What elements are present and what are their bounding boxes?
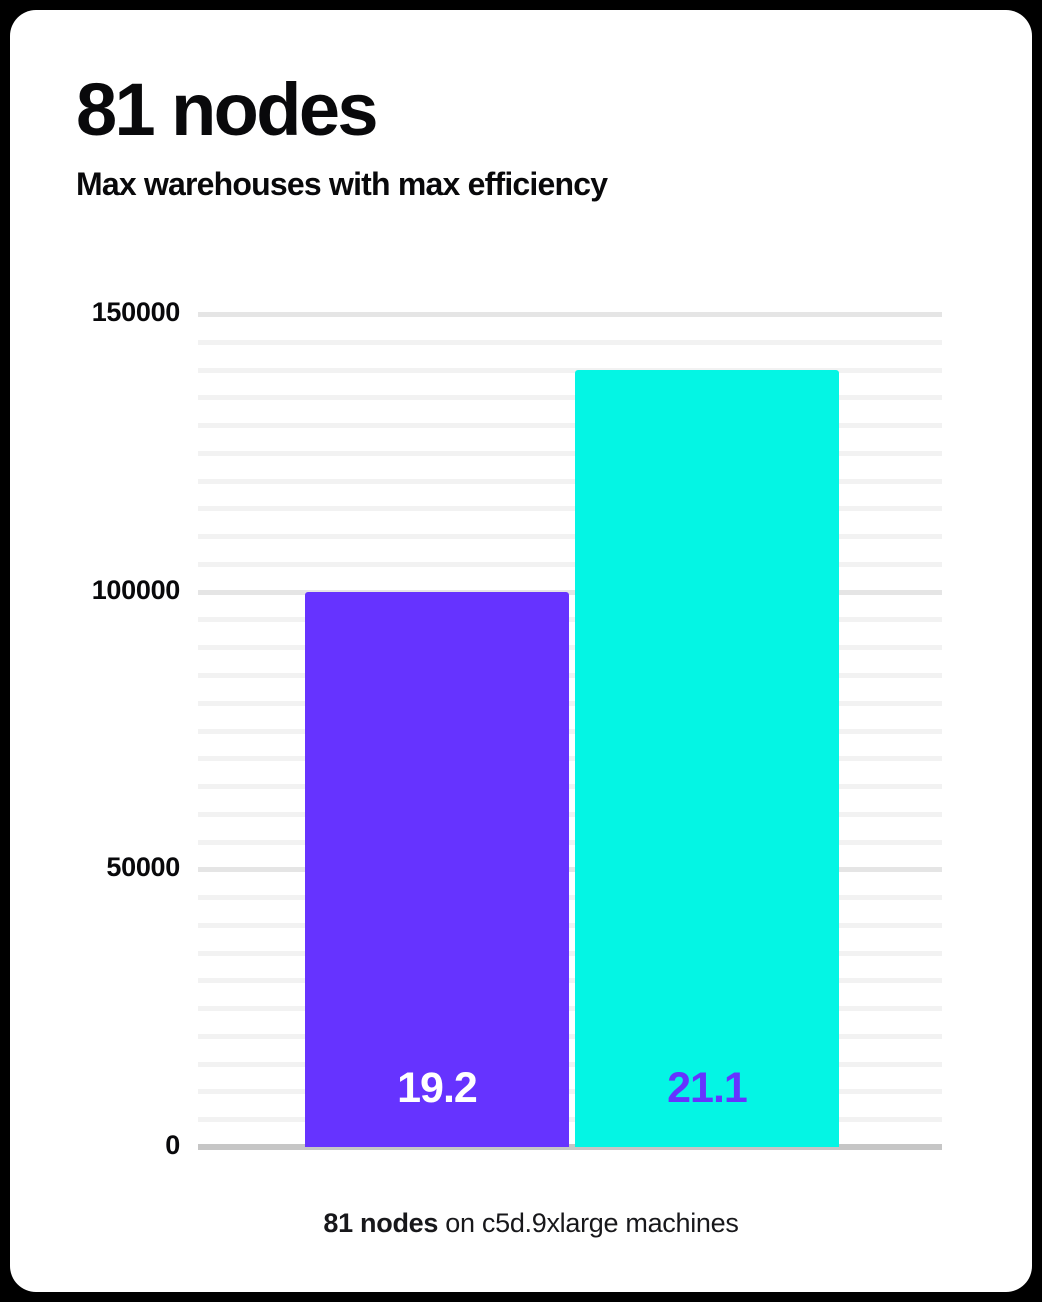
gridline — [198, 756, 942, 762]
gridline — [198, 1006, 942, 1012]
y-axis-tick-label: 50000 — [106, 852, 180, 883]
gridline — [198, 1089, 942, 1095]
page-title: 81 nodes — [76, 68, 379, 151]
caption-rest-text: on c5d.9xlarge machines — [438, 1208, 739, 1238]
chart-caption: 81 nodes on c5d.9xlarge machines — [10, 1208, 1042, 1239]
gridline — [198, 423, 942, 429]
gridline — [198, 672, 942, 678]
gridline — [198, 978, 942, 984]
chart-plot-area: 19.2 21.1 — [198, 314, 942, 1147]
caption-bold-text: 81 nodes — [323, 1208, 439, 1238]
gridline — [198, 895, 942, 901]
gridline — [198, 478, 942, 484]
gridline — [198, 450, 942, 456]
gridline — [198, 811, 942, 817]
gridline — [198, 534, 942, 540]
gridline — [198, 506, 942, 512]
chart-axis-line — [198, 1144, 942, 1150]
chart-card: 81 nodes Max warehouses with max efficie… — [10, 10, 1032, 1292]
gridline — [198, 1061, 942, 1067]
gridline — [198, 395, 942, 401]
chart-header: 81 nodes Max warehouses with max efficie… — [76, 68, 976, 202]
gridline — [198, 922, 942, 928]
y-axis-tick-label: 100000 — [91, 574, 181, 605]
bar-2: 21.1 — [575, 369, 839, 1147]
gridline — [198, 617, 942, 623]
bar-value-label: 21.1 — [667, 1064, 748, 1112]
gridline — [198, 1117, 942, 1123]
gridline — [198, 839, 942, 845]
gridline — [198, 728, 942, 734]
gridline — [198, 561, 942, 567]
gridline — [198, 645, 942, 651]
gridline — [198, 867, 942, 873]
gridline — [198, 589, 942, 595]
gridline — [198, 367, 942, 373]
y-axis-tick-label: 0 — [165, 1130, 180, 1160]
gridline — [198, 950, 942, 956]
gridline — [198, 700, 942, 706]
bar-1: 19.2 — [305, 591, 569, 1147]
gridline — [198, 339, 942, 345]
y-axis-tick-label: 150000 — [91, 297, 181, 327]
bar-value-label: 19.2 — [397, 1064, 478, 1112]
gridline — [198, 312, 942, 317]
gridline — [198, 784, 942, 790]
chart-subtitle: Max warehouses with max efficiency — [76, 165, 608, 202]
gridline — [198, 1033, 942, 1039]
